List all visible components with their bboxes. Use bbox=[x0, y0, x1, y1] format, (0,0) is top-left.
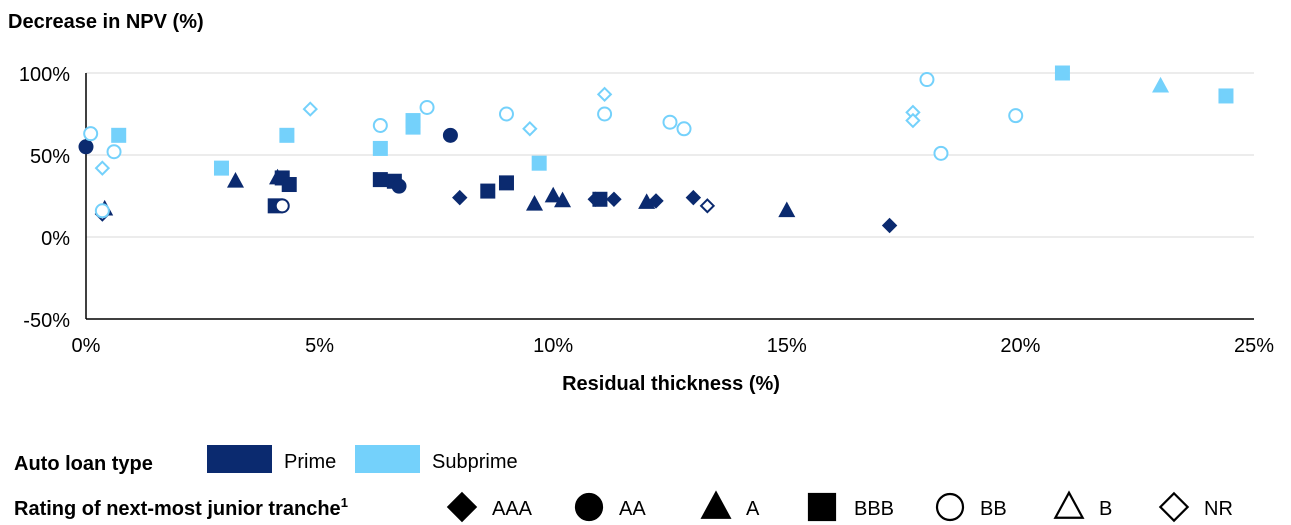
legend-rating-label-nr: NR bbox=[1204, 498, 1233, 520]
legend-prime-label: Prime bbox=[284, 451, 336, 473]
point-subprime-bbb bbox=[213, 160, 229, 176]
point-subprime-bbb bbox=[279, 127, 295, 143]
point-subprime-nr bbox=[94, 160, 111, 176]
y-tick-label: 50% bbox=[30, 146, 70, 168]
y-axis-title: Decrease in NPV (%) bbox=[8, 11, 204, 33]
legend-rating-title: Rating of next-most junior tranche1 bbox=[14, 495, 348, 520]
point-prime-a bbox=[526, 194, 544, 211]
point-prime-aaa bbox=[648, 193, 664, 209]
legend-rating-label-b: B bbox=[1099, 498, 1112, 520]
data-points bbox=[78, 65, 1234, 234]
point-subprime-bb bbox=[419, 99, 435, 115]
point-prime-aaa bbox=[452, 189, 468, 206]
point-prime-bbb bbox=[592, 191, 608, 207]
x-tick-label: 10% bbox=[533, 335, 573, 357]
point-subprime-bb bbox=[83, 126, 99, 142]
point-subprime-bbb bbox=[531, 155, 547, 171]
point-subprime-bb bbox=[676, 121, 692, 137]
point-prime-aa bbox=[442, 127, 458, 143]
legend-rating-marker-nr bbox=[1158, 491, 1190, 523]
point-prime-aaa bbox=[881, 217, 898, 234]
y-tick-label: 0% bbox=[41, 228, 70, 250]
legend-rating-marker-b bbox=[1053, 490, 1085, 519]
x-tick-label: 20% bbox=[1000, 335, 1040, 357]
y-tick-label: -50% bbox=[23, 310, 70, 332]
point-subprime-bb bbox=[933, 145, 949, 161]
legend-rating-title-text: Rating of next-most junior tranche bbox=[14, 498, 341, 520]
point-subprime-bb bbox=[94, 203, 110, 219]
legend-subprime-swatch bbox=[355, 445, 420, 473]
point-prime-a bbox=[544, 186, 562, 203]
point-subprime-bbb bbox=[405, 119, 421, 135]
legend-rating-label-bb: BB bbox=[980, 498, 1007, 520]
y-tick-labels: -50% 0% 50% 100% bbox=[19, 64, 70, 332]
point-subprime-a bbox=[1152, 76, 1170, 93]
point-subprime-bbb bbox=[1218, 88, 1234, 104]
point-prime-a bbox=[226, 172, 245, 188]
point-prime-bb bbox=[274, 198, 290, 214]
x-tick-label: 25% bbox=[1234, 335, 1274, 357]
x-tick-label: 15% bbox=[767, 335, 807, 357]
point-subprime-nr bbox=[596, 86, 613, 103]
legend-ratings: AAA AA A BBB BB B NR bbox=[446, 490, 1233, 523]
point-prime-nr bbox=[699, 198, 716, 214]
point-subprime-bb bbox=[662, 114, 678, 130]
point-subprime-bb bbox=[372, 117, 388, 133]
point-subprime-bb bbox=[106, 144, 122, 160]
point-prime-aa bbox=[78, 139, 94, 155]
legend-subprime-label: Subprime bbox=[432, 451, 518, 473]
legend-rating-label-aaa: AAA bbox=[492, 498, 533, 520]
x-axis-title: Residual thickness (%) bbox=[562, 373, 780, 395]
x-tick-labels: 0% 5% 10% 15% 20% 25% bbox=[72, 335, 1275, 357]
point-prime-bbb bbox=[281, 177, 297, 193]
legend: Auto loan type Prime Subprime Rating of … bbox=[14, 445, 1233, 523]
x-tick-label: 0% bbox=[72, 335, 101, 357]
x-tick-label: 5% bbox=[305, 335, 334, 357]
point-prime-bbb bbox=[498, 175, 514, 191]
legend-rating-marker-aaa bbox=[446, 491, 478, 523]
point-subprime-bbb bbox=[111, 127, 127, 143]
legend-rating-marker-a bbox=[700, 490, 732, 519]
point-prime-a bbox=[778, 201, 796, 218]
point-subprime-nr bbox=[302, 101, 318, 117]
point-prime-bbb bbox=[480, 183, 496, 199]
legend-rating-marker-bb bbox=[935, 492, 965, 522]
point-subprime-bb bbox=[597, 106, 613, 122]
point-prime-bbb bbox=[372, 172, 388, 188]
legend-rating-footnote: 1 bbox=[341, 495, 348, 510]
point-prime-aaa bbox=[606, 191, 622, 207]
legend-rating-marker-bbb bbox=[807, 492, 837, 522]
legend-rating-marker-aa bbox=[574, 492, 604, 522]
axes bbox=[85, 73, 1254, 320]
point-prime-aa bbox=[391, 178, 407, 194]
point-subprime-nr bbox=[522, 121, 538, 137]
legend-loan-type-title: Auto loan type bbox=[14, 453, 153, 475]
point-prime-a bbox=[554, 191, 572, 208]
point-subprime-bb bbox=[1008, 108, 1024, 124]
legend-rating-label-bbb: BBB bbox=[854, 498, 894, 520]
y-tick-label: 100% bbox=[19, 64, 70, 86]
point-prime-aaa bbox=[685, 189, 702, 206]
legend-rating-label-aa: AA bbox=[619, 498, 646, 520]
point-subprime-bbb bbox=[372, 140, 388, 156]
point-subprime-bb bbox=[498, 106, 514, 122]
point-subprime-bb bbox=[919, 72, 935, 88]
legend-rating-label-a: A bbox=[746, 498, 760, 520]
legend-prime-swatch bbox=[207, 445, 272, 473]
point-subprime-nr bbox=[905, 112, 921, 129]
point-subprime-bbb bbox=[1054, 65, 1070, 81]
gridlines bbox=[86, 72, 1254, 238]
